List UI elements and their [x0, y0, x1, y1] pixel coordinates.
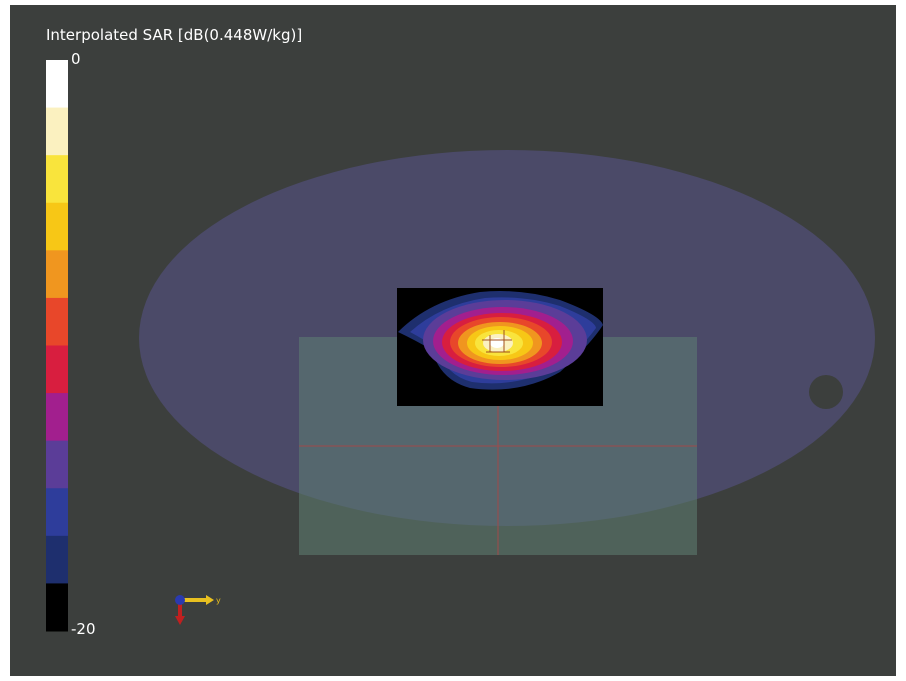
- colorbar-swatch: [46, 107, 68, 156]
- axis-label: y: [216, 596, 221, 605]
- colorbar-swatch: [46, 250, 68, 299]
- colorbar: [46, 60, 68, 632]
- colorbar-swatch: [46, 155, 68, 204]
- colorbar-title: Interpolated SAR [dB(0.448W/kg)]: [46, 26, 302, 44]
- colorbar-swatch: [46, 345, 68, 394]
- axis-triad: y: [175, 595, 221, 625]
- colorbar-swatch: [46, 535, 68, 584]
- colorbar-top-label: 0: [71, 50, 81, 68]
- colorbar-swatch: [46, 60, 68, 109]
- sar-map: [397, 288, 603, 406]
- colorbar-swatch: [46, 297, 68, 346]
- colorbar-swatch: [46, 440, 68, 489]
- colorbar-swatch: [46, 393, 68, 442]
- phantom-hole: [809, 375, 843, 409]
- colorbar-swatch: [46, 583, 68, 632]
- colorbar-bottom-label: -20: [71, 620, 96, 638]
- probe-marker: [482, 330, 512, 353]
- colorbar-swatch: [46, 202, 68, 251]
- colorbar-swatch: [46, 488, 68, 537]
